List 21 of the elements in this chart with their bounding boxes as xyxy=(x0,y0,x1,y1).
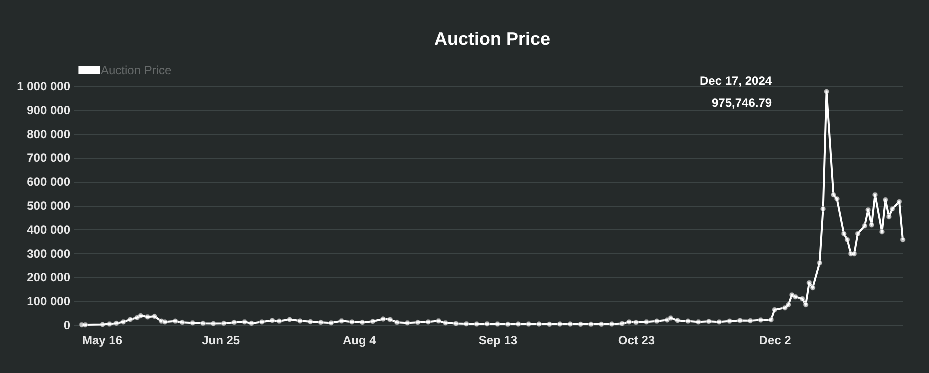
y-tick-label: 700 000 xyxy=(27,151,71,166)
x-tick-label: Oct 23 xyxy=(618,334,656,348)
y-tick-label: 100 000 xyxy=(27,294,71,309)
y-tick-label: 300 000 xyxy=(27,246,71,261)
annotation: 975,746.79 xyxy=(712,96,772,110)
y-tick-label: 1 000 000 xyxy=(17,80,71,94)
legend-label: Auction Price xyxy=(101,64,172,78)
y-tick-label: 600 000 xyxy=(27,175,71,190)
chart-title: Auction Price xyxy=(434,29,551,49)
y-tick-label: 0 xyxy=(64,318,71,332)
x-tick-label: Jun 25 xyxy=(202,334,240,348)
x-tick-label: Sep 13 xyxy=(478,334,518,348)
x-tick-label: May 16 xyxy=(82,334,123,348)
y-tick-label: 800 000 xyxy=(27,127,71,142)
y-tick-label: 400 000 xyxy=(27,222,71,237)
y-tick-label: 500 000 xyxy=(27,199,71,213)
y-tick-label: 200 000 xyxy=(27,270,71,285)
annotation: Dec 17, 2024 xyxy=(700,74,772,88)
y-tick-label: 900 000 xyxy=(27,103,71,118)
x-tick-label: Dec 2 xyxy=(759,334,792,348)
x-tick-label: Aug 4 xyxy=(342,334,377,348)
